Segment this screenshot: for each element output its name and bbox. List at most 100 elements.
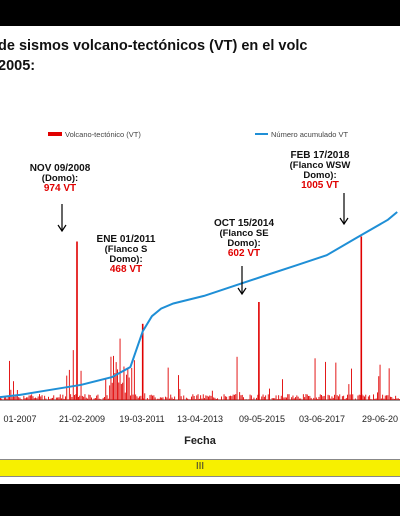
vt-bar — [11, 396, 13, 400]
annotation-value: 1005 VT — [301, 180, 339, 191]
vt-bar — [282, 379, 283, 400]
vt-bar — [228, 396, 230, 400]
vt-bar — [149, 395, 151, 400]
vt-bar — [236, 356, 238, 400]
vt-bar — [386, 395, 387, 400]
vt-bar — [245, 399, 247, 400]
vt-bar — [176, 399, 178, 400]
vt-bar — [130, 395, 131, 400]
footer-bar: III — [0, 459, 400, 477]
vt-bar — [40, 396, 42, 400]
vt-bar — [72, 350, 74, 400]
vt-bar — [240, 395, 242, 400]
vt-bar — [144, 393, 146, 400]
vt-bar — [115, 362, 117, 400]
vt-bar — [248, 399, 250, 400]
vt-bar — [152, 395, 153, 400]
vt-bar — [262, 394, 264, 400]
vt-bar — [321, 395, 322, 400]
vt-bar — [3, 397, 5, 400]
annotation-arrowhead — [237, 287, 247, 296]
vt-bar — [230, 395, 231, 400]
vt-bar — [343, 395, 345, 400]
annotation-label: Domo): — [109, 254, 142, 265]
vt-bar — [388, 368, 390, 400]
vt-bar — [310, 397, 312, 400]
vt-bar — [93, 398, 95, 400]
vt-bar — [92, 399, 94, 400]
vt-bar — [28, 395, 30, 400]
vt-bar — [49, 399, 51, 400]
x-tick-label: 29-06-20 — [362, 414, 398, 424]
vt-bar — [105, 379, 107, 400]
vt-bar — [139, 396, 140, 400]
vt-bar — [279, 398, 281, 400]
vt-bar — [395, 395, 397, 400]
vt-bar — [167, 367, 169, 400]
vt-bar — [205, 395, 207, 400]
vt-bar — [334, 394, 335, 400]
vt-bar — [48, 396, 49, 400]
vt-bar — [136, 396, 138, 400]
vt-bar — [336, 395, 338, 400]
vt-bar — [362, 395, 364, 400]
vt-bar — [35, 397, 36, 400]
vt-bar — [396, 398, 398, 400]
vt-bar — [107, 398, 109, 400]
vt-bar — [180, 396, 182, 400]
vt-bar — [198, 398, 200, 400]
vt-bar — [117, 369, 118, 400]
vt-bar — [31, 394, 33, 400]
annotation-label: ENE 01/2011 — [97, 234, 156, 245]
legend-label-vt: Volcano-tectónico (VT) — [65, 130, 141, 139]
vt-bar — [179, 389, 181, 400]
vt-bar — [370, 399, 372, 400]
vt-bar — [14, 396, 16, 400]
footer-mark: III — [195, 461, 205, 472]
vt-bar — [348, 384, 350, 400]
vt-bar — [305, 394, 307, 400]
vt-bar — [369, 395, 371, 400]
vt-chart: Volcano-tectónico (VT) Número acumulado … — [0, 130, 400, 447]
vt-bar — [13, 381, 14, 400]
vt-bar — [265, 395, 267, 400]
vt-bar — [239, 392, 241, 400]
vt-bar — [55, 397, 57, 400]
vt-bar — [124, 392, 126, 400]
vt-bar — [165, 396, 166, 400]
vt-bar — [172, 399, 174, 400]
vt-bar — [135, 394, 137, 400]
x-tick-label: 03-06-2017 — [299, 414, 345, 424]
vt-bar — [349, 394, 351, 400]
vt-bar — [206, 395, 208, 400]
vt-bar — [23, 395, 25, 400]
vt-bar — [273, 398, 274, 400]
vt-bar — [284, 397, 286, 400]
vt-bar — [68, 369, 70, 400]
vt-bar — [243, 397, 244, 400]
vt-peak-bar — [141, 323, 144, 400]
vt-bar — [317, 399, 319, 400]
vt-bar — [100, 399, 101, 400]
vt-bar — [50, 398, 52, 400]
vt-bar — [98, 398, 100, 400]
vt-bar — [302, 394, 304, 400]
vt-bar — [6, 398, 8, 400]
vt-bar — [344, 399, 346, 400]
vt-bar — [118, 382, 120, 400]
vt-bar — [192, 394, 194, 400]
vt-bar — [208, 396, 209, 400]
vt-bar — [313, 397, 315, 400]
vt-bar — [27, 397, 29, 400]
vt-bar — [106, 395, 108, 400]
vt-bar — [131, 368, 133, 400]
vt-bar — [75, 394, 77, 400]
vt-bar — [378, 376, 380, 400]
vt-bar — [195, 399, 196, 400]
annotation-label: (Flanco S — [105, 244, 148, 255]
vt-bar — [309, 395, 311, 400]
vt-bar — [291, 397, 293, 400]
vt-bar — [32, 396, 34, 400]
vt-bar — [299, 398, 300, 400]
vt-bar — [308, 396, 309, 400]
